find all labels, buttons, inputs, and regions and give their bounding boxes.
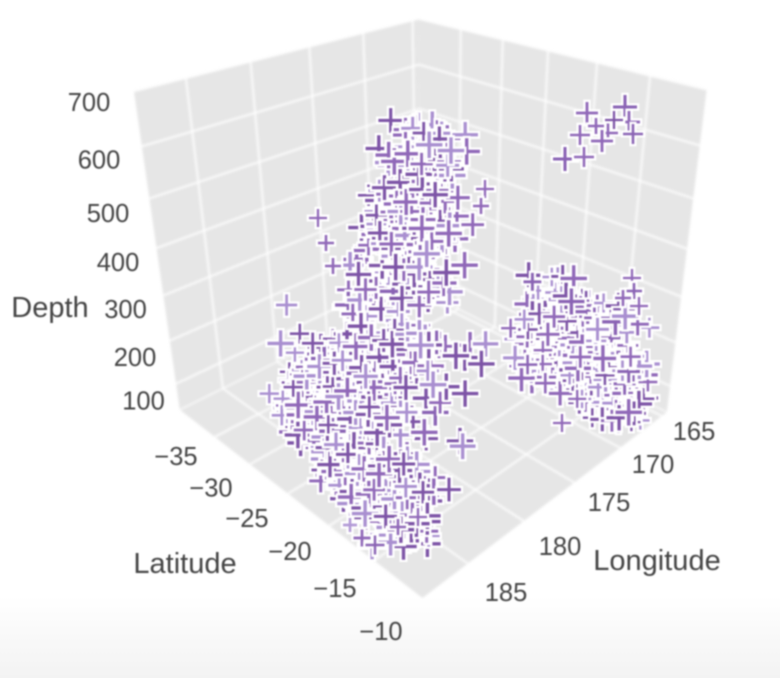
svg-text:−30: −30 xyxy=(189,475,232,503)
svg-text:−25: −25 xyxy=(225,505,268,533)
svg-text:500: 500 xyxy=(87,200,130,228)
svg-text:Longitude: Longitude xyxy=(593,545,720,577)
svg-text:100: 100 xyxy=(122,388,165,416)
svg-text:−15: −15 xyxy=(313,575,356,603)
svg-text:−35: −35 xyxy=(154,443,197,471)
svg-text:600: 600 xyxy=(78,147,121,175)
svg-text:400: 400 xyxy=(97,249,140,277)
svg-text:185: 185 xyxy=(485,579,528,607)
svg-text:−10: −10 xyxy=(359,618,402,646)
svg-text:Depth: Depth xyxy=(11,292,88,324)
svg-text:−20: −20 xyxy=(268,538,311,566)
svg-text:700: 700 xyxy=(68,89,111,117)
svg-text:165: 165 xyxy=(673,418,716,446)
svg-text:180: 180 xyxy=(539,533,582,561)
svg-text:170: 170 xyxy=(632,451,675,479)
svg-text:175: 175 xyxy=(588,489,631,517)
svg-text:300: 300 xyxy=(104,296,147,324)
svg-text:200: 200 xyxy=(114,344,157,372)
svg-text:Latitude: Latitude xyxy=(133,548,236,580)
